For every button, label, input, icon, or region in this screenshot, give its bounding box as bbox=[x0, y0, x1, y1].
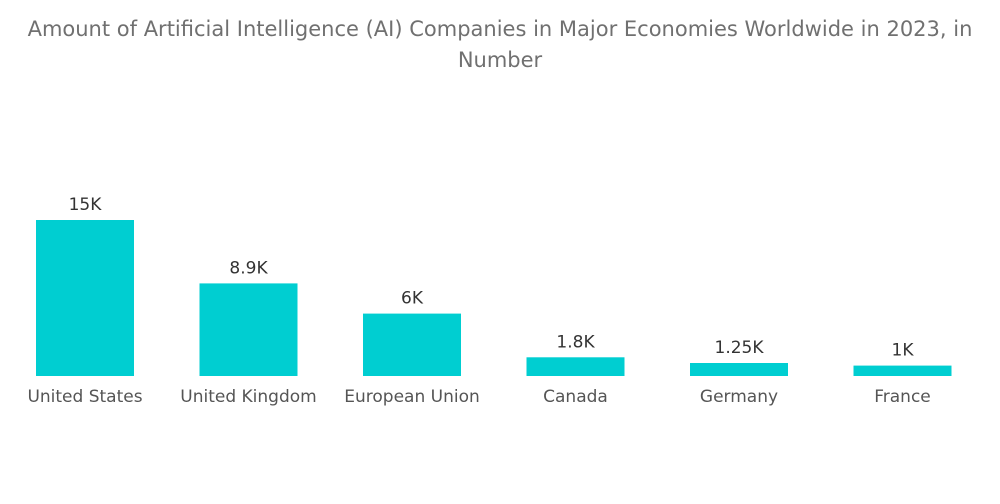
category-labels-group: United States United Kingdom European Unio… bbox=[27, 387, 930, 407]
value-labels-group: 15K 8.9K 6K 1.8K 1.25K 1K bbox=[69, 195, 915, 361]
category-label-germany: Germany bbox=[700, 387, 778, 407]
bar-united-states bbox=[36, 220, 134, 376]
category-label-united-kingdom: United Kingdom bbox=[180, 387, 316, 407]
category-label-european-union: European Union bbox=[344, 387, 480, 407]
chart-title-line-2: Number bbox=[457, 48, 543, 72]
category-label-canada: Canada bbox=[543, 387, 608, 407]
category-label-united-states: United States bbox=[27, 387, 142, 407]
bar-united-kingdom bbox=[199, 283, 298, 376]
chart-title: Amount of Artificial Intelligence (AI) C… bbox=[0, 14, 1000, 76]
value-label-united-states: 15K bbox=[69, 195, 103, 215]
value-label-european-union: 6K bbox=[401, 289, 424, 309]
bar-germany bbox=[690, 363, 788, 376]
bar-european-union bbox=[363, 313, 461, 376]
value-label-france: 1K bbox=[892, 341, 915, 361]
category-label-france: France bbox=[874, 387, 931, 407]
bar-canada bbox=[526, 357, 625, 376]
chart-title-line-1: Amount of Artificial Intelligence (AI) C… bbox=[27, 17, 973, 41]
value-label-canada: 1.8K bbox=[556, 332, 595, 352]
bar-france bbox=[853, 365, 952, 376]
value-label-united-kingdom: 8.9K bbox=[229, 258, 268, 278]
bars-group bbox=[36, 220, 952, 376]
value-label-germany: 1.25K bbox=[715, 338, 765, 358]
